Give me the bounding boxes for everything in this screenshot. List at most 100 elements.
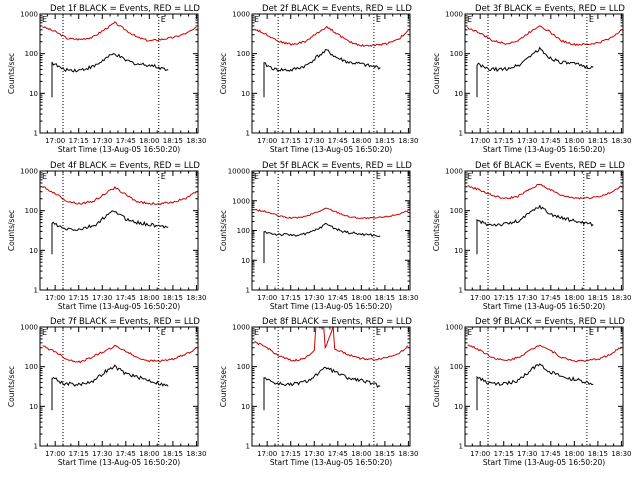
x-tick-label: 18:00: [351, 137, 371, 145]
panel-title: Det 4f BLACK = Events, RED = LLD: [50, 161, 200, 171]
x-axis-label: Start Time (13-Aug-05 16:50:20): [483, 458, 605, 467]
event-marker-label: E: [254, 15, 259, 24]
y-tick-label: 1000: [20, 11, 38, 19]
x-tick-label: 17:45: [116, 450, 136, 458]
x-tick-label: 17:45: [328, 137, 348, 145]
y-tick-label: 1: [459, 443, 463, 451]
panel-title: Det 3f BLACK = Events, RED = LLD: [475, 4, 625, 14]
lld-series-line: [467, 344, 622, 363]
event-marker-label: E: [254, 172, 259, 181]
y-tick-label: 1000: [232, 324, 250, 332]
y-tick-label: 1000: [232, 197, 250, 205]
x-tick-label: 17:00: [257, 294, 277, 302]
x-tick-label: 18:30: [611, 294, 631, 302]
x-tick-label: 17:15: [281, 137, 301, 145]
x-tick-label: 17:00: [470, 450, 490, 458]
x-tick-label: 18:15: [163, 137, 183, 145]
x-tick-label: 18:30: [611, 450, 631, 458]
x-tick-label: 18:00: [351, 450, 371, 458]
panel-title: Det 2f BLACK = Events, RED = LLD: [262, 4, 412, 14]
lld-series-line: [254, 207, 409, 220]
x-tick-label: 17:00: [257, 450, 277, 458]
x-tick-label: 18:00: [139, 137, 159, 145]
x-axis-label: Start Time (13-Aug-05 16:50:20): [270, 145, 392, 154]
x-tick-label: 17:45: [328, 450, 348, 458]
events-series-line: [51, 53, 169, 98]
x-tick-label: 17:45: [116, 294, 136, 302]
x-tick-label: 18:30: [398, 137, 418, 145]
lld-series-line: [42, 185, 197, 206]
event-marker-label: E: [467, 15, 472, 24]
x-axis-label: Start Time (13-Aug-05 16:50:20): [270, 302, 392, 311]
y-tick-label: 10: [241, 257, 250, 265]
lld-series-line: [42, 344, 197, 364]
x-tick-label: 17:00: [257, 137, 277, 145]
y-tick-label: 1000: [445, 168, 463, 176]
events-series-line: [263, 49, 381, 98]
y-tick-label: 100: [450, 50, 463, 58]
y-axis-label: Counts/sec: [219, 210, 228, 251]
x-tick-label: 17:30: [304, 294, 324, 302]
event-marker-label: E: [376, 172, 381, 181]
y-tick-label: 100: [237, 363, 250, 371]
x-tick-label: 17:15: [69, 137, 89, 145]
x-tick-label: 18:15: [163, 450, 183, 458]
x-tick-label: 18:00: [564, 137, 584, 145]
x-tick-label: 17:30: [92, 137, 112, 145]
panel-title: Det 9f BLACK = Events, RED = LLD: [475, 317, 625, 327]
y-tick-label: 1: [34, 443, 38, 451]
x-axis-label: Start Time (13-Aug-05 16:50:20): [270, 458, 392, 467]
x-tick-label: 17:00: [45, 294, 65, 302]
x-tick-label: 18:15: [588, 294, 608, 302]
x-tick-label: 17:45: [541, 294, 561, 302]
y-tick-label: 100: [450, 207, 463, 215]
y-tick-label: 100: [25, 50, 38, 58]
x-tick-label: 18:30: [186, 450, 206, 458]
panel-title: Det 1f BLACK = Events, RED = LLD: [50, 4, 200, 14]
y-tick-label: 1000: [445, 11, 463, 19]
x-tick-label: 17:00: [470, 137, 490, 145]
y-tick-label: 1: [459, 287, 463, 295]
x-tick-label: 18:30: [186, 137, 206, 145]
x-tick-label: 17:30: [92, 294, 112, 302]
y-tick-label: 100: [237, 50, 250, 58]
x-tick-label: 17:15: [494, 137, 514, 145]
lld-series-line: [467, 25, 622, 47]
events-series-line: [263, 366, 381, 411]
y-tick-label: 10000: [228, 168, 250, 176]
event-marker-label: E: [467, 172, 472, 181]
y-tick-label: 1: [34, 130, 38, 138]
x-tick-label: 17:00: [45, 137, 65, 145]
x-tick-label: 18:15: [375, 294, 395, 302]
y-tick-label: 100: [237, 227, 250, 235]
x-tick-label: 17:15: [69, 294, 89, 302]
x-tick-label: 18:00: [139, 294, 159, 302]
x-tick-label: 17:45: [328, 294, 348, 302]
x-tick-label: 18:15: [375, 450, 395, 458]
x-tick-label: 18:30: [398, 294, 418, 302]
y-axis-label: Counts/sec: [7, 210, 16, 251]
event-marker-label: E: [42, 15, 47, 24]
x-axis-label: Start Time (13-Aug-05 16:50:20): [58, 302, 180, 311]
plot-frame: [39, 326, 199, 447]
x-tick-label: 18:15: [163, 294, 183, 302]
x-tick-label: 18:30: [398, 450, 418, 458]
y-tick-label: 10: [241, 90, 250, 98]
lld-series-line: [42, 21, 197, 42]
events-series-line: [263, 222, 381, 264]
x-tick-label: 17:15: [281, 450, 301, 458]
y-tick-label: 100: [25, 207, 38, 215]
y-tick-label: 10: [454, 247, 463, 255]
y-axis-label: Counts/sec: [7, 366, 16, 407]
x-tick-label: 17:30: [92, 450, 112, 458]
events-series-line: [476, 363, 594, 411]
y-tick-label: 1000: [232, 11, 250, 19]
x-tick-label: 17:00: [45, 450, 65, 458]
lld-series-line: [467, 183, 622, 200]
x-tick-label: 18:30: [186, 294, 206, 302]
